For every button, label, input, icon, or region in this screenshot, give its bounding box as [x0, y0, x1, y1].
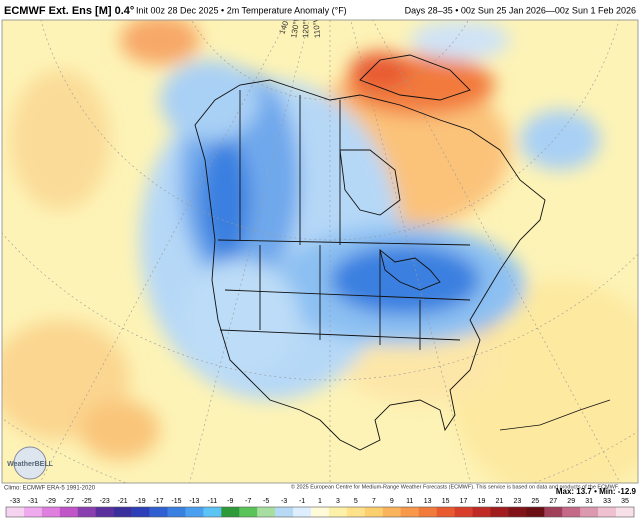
colorbar-cell	[59, 507, 79, 517]
colorbar-label: 17	[460, 498, 468, 505]
colorbar-label: 13	[424, 498, 432, 505]
colorbar: -33 -31 -29 -27 -25 -23 -21 -19 -17 -15 -13 -11 -9 -7…	[5, 498, 635, 518]
colorbar-cell	[311, 507, 330, 517]
colorbar-cell	[490, 507, 509, 517]
colorbar-label: -11	[208, 498, 218, 505]
colorbar-label: 3	[336, 498, 340, 505]
colorbar-cell	[364, 507, 384, 517]
colorbar-label: 31	[585, 498, 593, 505]
colorbar-cell	[23, 507, 43, 517]
colorbar-cell	[454, 507, 473, 517]
colorbar-label: -21	[118, 498, 128, 505]
colorbar-cell	[275, 507, 294, 517]
colorbar-label: -3	[281, 498, 287, 505]
colorbar-cell	[131, 507, 150, 517]
colorbar-cell	[346, 507, 366, 517]
colorbar-cell	[113, 507, 132, 517]
climo-note: Climo: ECMWF ERA-5 1991-2020	[4, 486, 96, 492]
subtitle: Init 00z 28 Dec 2025 • 2m Temperature An…	[136, 5, 347, 15]
colorbar-label: 33	[603, 498, 611, 505]
colorbar-label: 5	[354, 498, 358, 505]
colorbar-cell	[293, 507, 312, 517]
copyright: © 2025 European Centre for Medium-Range …	[291, 483, 620, 490]
colorbar-label: 25	[531, 498, 539, 505]
colorbar-label: -13	[189, 498, 199, 505]
colorbar-cell	[508, 507, 527, 517]
colorbar-cell	[418, 507, 437, 517]
longitude-label: 120°W	[301, 13, 311, 38]
colorbar-cell	[526, 507, 545, 517]
colorbar-cell	[382, 507, 402, 517]
colorbar-cell	[400, 507, 419, 517]
colorbar-label: -17	[153, 498, 163, 505]
logo: WeatherBELL	[7, 461, 53, 468]
colorbar-cell	[149, 507, 168, 517]
colorbar-cell	[472, 507, 491, 517]
colorbar-label: -5	[263, 498, 269, 505]
colorbar-cell	[6, 507, 25, 517]
colorbar-label: -7	[245, 498, 251, 505]
colorbar-label: 11	[406, 498, 413, 505]
colorbar-cell	[580, 507, 599, 517]
colorbar-label: -23	[100, 498, 110, 505]
title: ECMWF Ext. Ens [M] 0.4°	[4, 5, 134, 17]
colorbar-label: -27	[64, 498, 74, 505]
colorbar-cell	[41, 507, 61, 517]
colorbar-label: -29	[46, 498, 56, 505]
longitude-label: 110°W	[311, 14, 322, 39]
valid-time: Days 28–35 • 00z Sun 25 Jan 2026—00z Sun…	[405, 5, 636, 15]
logo-globe	[13, 446, 47, 480]
colorbar-label: 23	[513, 498, 521, 505]
colorbar-cell	[77, 507, 97, 517]
colorbar-label: -19	[136, 498, 146, 505]
colorbar-label: -1	[299, 498, 305, 505]
colorbar-cell	[239, 507, 258, 517]
max-min: Max: 13.7 • Min: -12.9	[556, 487, 637, 496]
colorbar-cell	[562, 507, 581, 517]
colorbar-cell	[436, 507, 455, 517]
colorbar-label: 1	[318, 498, 322, 505]
colorbar-label: -15	[171, 498, 181, 505]
colorbar-label: 15	[442, 498, 450, 505]
colorbar-label: 19	[478, 498, 486, 505]
colorbar-label: 9	[390, 498, 394, 505]
colorbar-cell	[598, 507, 617, 517]
colorbar-label: 27	[549, 498, 557, 505]
colorbar-label: -33	[10, 498, 20, 505]
colorbar-label: 21	[496, 498, 504, 505]
colorbar-label: 35	[621, 498, 629, 505]
colorbar-label: -9	[227, 498, 233, 505]
colorbar-cell	[167, 507, 186, 517]
colorbar-cell	[544, 507, 563, 517]
colorbar-cell	[328, 507, 348, 517]
colorbar-cell	[257, 507, 276, 517]
coastlines	[194, 54, 611, 451]
colorbar-label: -31	[28, 498, 38, 505]
colorbar-frame	[5, 506, 635, 518]
colorbar-label: 7	[372, 498, 376, 505]
colorbar-cell	[616, 507, 635, 517]
colorbar-label: -25	[82, 498, 92, 505]
colorbar-cell	[185, 507, 204, 517]
colorbar-label: 29	[567, 498, 575, 505]
map-frame	[1, 19, 639, 484]
colorbar-cell	[221, 507, 240, 517]
colorbar-cell	[203, 507, 222, 517]
colorbar-cell	[95, 507, 114, 517]
